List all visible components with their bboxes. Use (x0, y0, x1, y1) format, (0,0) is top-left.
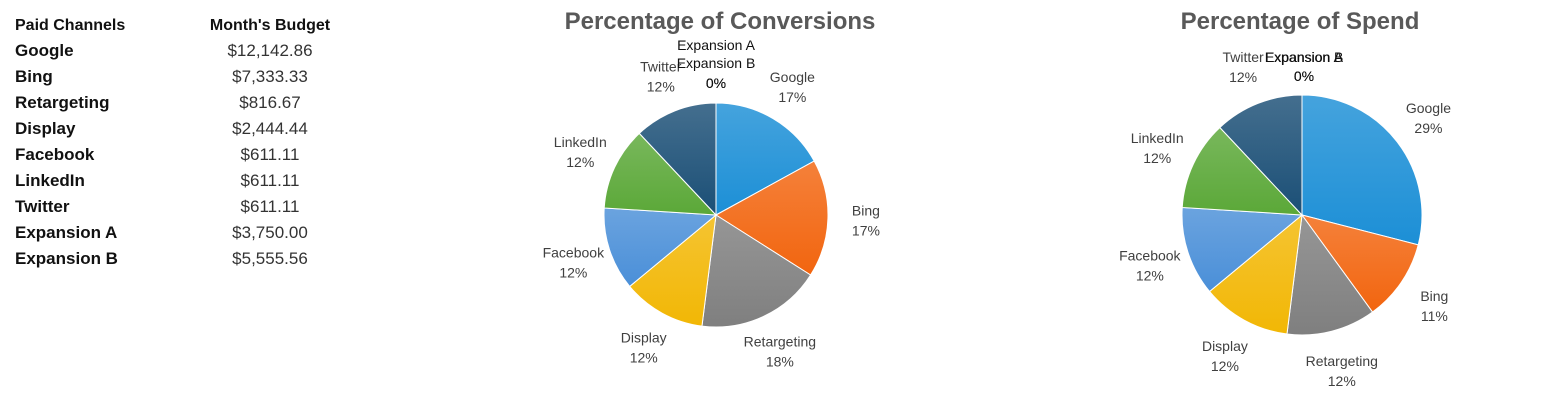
pie-slice-linkedin (1181, 126, 1304, 216)
channel-name: Google (15, 41, 74, 60)
table-row: Display $2,444.44 (15, 116, 350, 142)
slice-pct-bing: 17% (852, 223, 880, 239)
slice-pct-expansion-b: 0% (1294, 68, 1314, 84)
slice-pct-expansion-b: 0% (706, 75, 726, 91)
slice-label-display: Display (621, 329, 667, 345)
slice-pct-google: 29% (1414, 120, 1442, 136)
slice-pct-bing: 11% (1421, 308, 1448, 324)
slice-label-facebook: Facebook (543, 244, 605, 260)
pie-slice-bing (715, 160, 829, 276)
budget-table: Paid Channels Month's Budget Google $12,1… (15, 14, 350, 272)
budget-value: $611.11 (240, 197, 300, 216)
budget-value: $816.67 (239, 93, 301, 112)
channel-name: Bing (15, 67, 53, 86)
channel-name: Display (15, 119, 76, 138)
budget-value: $12,142.86 (227, 41, 313, 60)
pie-slice-facebook (603, 207, 718, 288)
slice-label-linkedin: LinkedIn (1131, 130, 1184, 146)
table-row: Retargeting $816.67 (15, 90, 350, 116)
pie-slice-twitter (638, 102, 717, 217)
slice-label-bing: Bing (852, 203, 880, 219)
slice-label-expansion-b: Expansion B (677, 55, 756, 71)
slice-label-expansion-b: Expansion B (1265, 49, 1344, 65)
conversions-pie-svg: Google 17% Bing 17% Retargeting 18% Display 12%… (543, 37, 880, 370)
slice-pct-linkedin: 12% (566, 154, 594, 170)
budget-value: $611.11 (240, 145, 300, 164)
pie-slice-retargeting (701, 214, 812, 328)
channel-name: Expansion B (15, 249, 118, 268)
chart-title: Percentage of Spend (1180, 8, 1420, 35)
slice-label-twitter: Twitter (640, 59, 682, 75)
pie-slice-display (628, 213, 717, 327)
table-row: Twitter $611.11 (15, 194, 350, 220)
slice-label-facebook: Facebook (1119, 247, 1181, 263)
table-row: Bing $7,333.33 (15, 64, 350, 90)
budget-value: $2,444.44 (232, 119, 308, 138)
table-header: Paid Channels Month's Budget (15, 14, 350, 38)
chart-title: Percentage of Conversions (564, 8, 876, 35)
channel-name: Twitter (15, 197, 70, 216)
budget-value: $5,555.56 (232, 249, 308, 268)
slice-pct-retargeting: 18% (766, 354, 794, 370)
slice-pct-facebook: 12% (559, 264, 587, 280)
conversions-pie-chart: Percentage of Conversions Google 17% Bing 1… (520, 0, 920, 411)
channel-name: Facebook (15, 145, 95, 164)
slice-pct-facebook: 12% (1136, 267, 1164, 283)
channel-name: Expansion A (15, 223, 118, 242)
channel-name: LinkedIn (15, 171, 85, 190)
slice-pct-twitter: 12% (1229, 69, 1257, 85)
slice-pct-twitter: 12% (647, 79, 675, 95)
budget-value: $3,750.00 (232, 223, 308, 242)
pie-slice-google (715, 102, 815, 216)
pie-slice-facebook (1181, 206, 1304, 293)
spend-pie-chart: Percentage of Spend Google 29% Bing 11% Reta… (1100, 0, 1500, 411)
slice-label-display: Display (1202, 338, 1248, 354)
pie-slice-bing (1300, 214, 1419, 313)
spend-pie-svg: Google 29% Bing 11% Retargeting 12% Display 12%… (1119, 49, 1451, 389)
slice-pct-retargeting: 12% (1328, 373, 1356, 389)
pie-slice-twitter (1219, 94, 1303, 217)
slice-label-expansion-a: Expansion A (1265, 49, 1343, 65)
slice-pct-display: 12% (1211, 358, 1239, 374)
pie-slice-display (1208, 213, 1303, 335)
slice-label-retargeting: Retargeting (744, 334, 816, 350)
slice-label-google: Google (770, 69, 815, 85)
channel-name: Retargeting (15, 93, 110, 112)
slice-pct-expansion-a: 0% (1294, 68, 1314, 84)
table-row: Google $12,142.86 (15, 38, 350, 64)
slice-pct-display: 12% (630, 349, 658, 365)
slice-label-twitter: Twitter (1222, 49, 1264, 65)
slice-label-linkedin: LinkedIn (554, 134, 607, 150)
table-row: LinkedIn $611.11 (15, 168, 350, 194)
header-channels: Paid Channels (15, 17, 126, 34)
slice-label-bing: Bing (1420, 288, 1448, 304)
slice-pct-google: 17% (778, 89, 806, 105)
budget-value: $7,333.33 (232, 67, 308, 86)
slice-label-retargeting: Retargeting (1306, 353, 1378, 369)
table-row: Expansion B $5,555.56 (15, 246, 350, 272)
table-row: Expansion A $3,750.00 (15, 220, 350, 246)
pie-slice-google (1301, 94, 1423, 246)
header-budget: Month's Budget (209, 17, 331, 34)
slice-pct-linkedin: 12% (1143, 150, 1171, 166)
slice-label-expansion-a: Expansion A (677, 37, 755, 53)
pie-slice-linkedin (603, 132, 718, 216)
slice-label-google: Google (1406, 100, 1451, 116)
pie-slice-retargeting (1286, 213, 1374, 336)
slice-pct-expansion-a: 0% (706, 75, 726, 91)
table-row: Facebook $611.11 (15, 142, 350, 168)
budget-value: $611.11 (240, 171, 300, 190)
